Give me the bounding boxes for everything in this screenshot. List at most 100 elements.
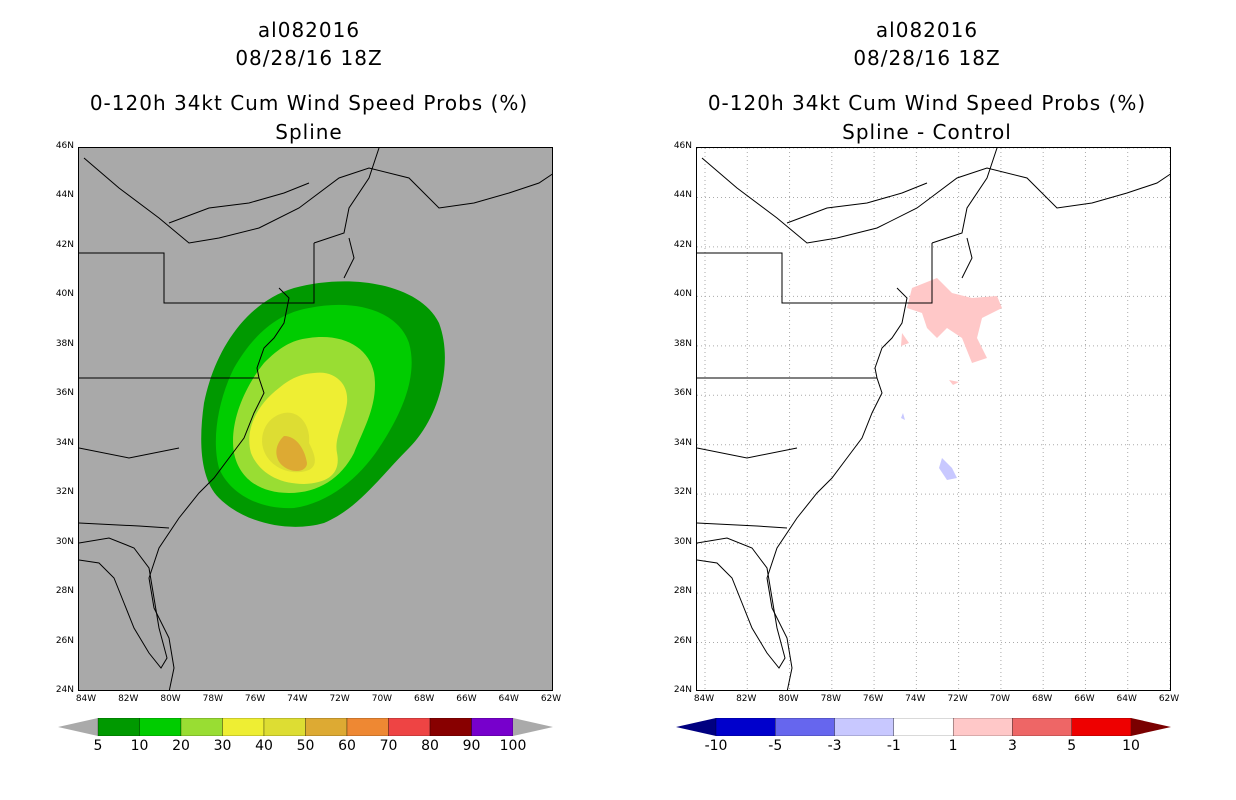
lon-tick-label: 62W: [1158, 694, 1180, 704]
lat-tick-label: 26N: [673, 635, 692, 646]
colorbar-segment: [346, 717, 389, 737]
colorbar-segment: [222, 717, 265, 737]
positive-diff-area: [907, 278, 1002, 363]
lat-tick-label: 46N: [673, 141, 692, 151]
lon-tick-label: 80W: [778, 694, 799, 704]
datetime-title: 08/28/16 18Z: [853, 46, 1001, 70]
colorbar-segment: [775, 717, 835, 737]
colorbar-segment: [893, 717, 954, 737]
lon-tick-label: 70W: [371, 694, 393, 704]
difference-map: [696, 147, 1171, 691]
lat-tick-label: 44N: [673, 190, 692, 201]
lat-tick-label: 24N: [673, 685, 692, 695]
lon-tick-label: 66W: [1074, 694, 1095, 704]
colorbar-segment: [139, 717, 182, 737]
lon-tick-label: 72W: [329, 694, 350, 704]
map-canvas: [79, 148, 552, 690]
lat-tick-label: 28N: [55, 586, 74, 597]
lon-tick-label: 64W: [498, 694, 519, 704]
colorbar: [676, 717, 1171, 737]
negative-diff-area: [939, 458, 957, 480]
left-panel: al082016 08/28/16 18Z 0-120h 34kt Cum Wi…: [55, 18, 561, 754]
colorbar-graphic: [58, 717, 553, 737]
colorbar-label: 30: [213, 738, 232, 754]
lon-tick-label: 74W: [905, 694, 926, 704]
colorbar-segment: [429, 717, 472, 737]
colorbar-segment: [263, 717, 306, 737]
lon-tick-label: 70W: [989, 694, 1011, 704]
colorbar-segment: [715, 717, 776, 737]
colorbar-label: 80: [421, 738, 439, 754]
lat-tick-label: 32N: [673, 487, 692, 498]
probability-map: [78, 147, 553, 691]
lon-tick-label: 76W: [862, 694, 884, 704]
lon-tick-label: 82W: [736, 694, 757, 704]
negative-diff-area-small: [901, 413, 905, 420]
colorbar-segment: [388, 717, 431, 737]
colorbar-label: -3: [827, 738, 842, 754]
lat-tick-label: 26N: [55, 635, 74, 646]
subtitle: Spline - Control: [842, 120, 1012, 144]
colorbar-segment: [305, 717, 348, 737]
colorbar-label: 1: [948, 738, 958, 754]
colorbar-end-triangle: [1131, 718, 1171, 736]
colorbar-label: 100: [499, 738, 527, 754]
lon-tick-label: 72W: [947, 694, 968, 704]
colorbar-segment: [97, 717, 140, 737]
colorbar-label: 20: [172, 738, 190, 754]
colorbar-segment: [471, 717, 514, 737]
lat-tick-label: 30N: [673, 536, 692, 547]
lon-tick-label: 68W: [413, 694, 435, 704]
lon-tick-label: 84W: [75, 694, 97, 704]
colorbar-label: 3: [1007, 738, 1017, 754]
probability-contours: [201, 281, 445, 527]
colorbar-label: 50: [296, 738, 315, 754]
colorbar-end-triangle: [513, 718, 553, 736]
colorbar-label: 60: [338, 738, 356, 754]
lat-tick-label: 30N: [55, 536, 74, 547]
lat-tick-label: 40N: [673, 289, 692, 300]
lat-tick-label: 46N: [55, 141, 74, 151]
coastlines: [697, 148, 1170, 690]
lon-tick-label: 84W: [693, 694, 715, 704]
product-title: 0-120h 34kt Cum Wind Speed Probs (%): [707, 91, 1147, 115]
lat-tick-label: 42N: [673, 239, 692, 250]
lon-tick-label: 76W: [244, 694, 266, 704]
colorbar-segment: [952, 717, 1013, 737]
lat-tick-label: 34N: [673, 437, 692, 448]
colorbar-start-triangle: [676, 718, 716, 736]
colorbar-label: 5: [93, 738, 103, 754]
colorbar-label: -10: [704, 738, 728, 754]
colorbar-label: 10: [1122, 738, 1140, 754]
lat-tick-label: 24N: [55, 685, 74, 695]
lat-tick-label: 36N: [673, 388, 692, 399]
lat-tick-label: 34N: [55, 437, 74, 448]
difference-areas: [901, 278, 1002, 480]
lat-tick-label: 36N: [55, 388, 74, 399]
colorbar-start-triangle: [58, 718, 98, 736]
lat-tick-label: 28N: [673, 586, 692, 597]
datetime-title: 08/28/16 18Z: [235, 46, 383, 70]
coastlines: [79, 148, 552, 690]
grid-lines: [697, 148, 1170, 690]
colorbar-label: 10: [130, 738, 149, 754]
colorbar-graphic: [676, 717, 1171, 737]
lat-tick-label: 42N: [55, 239, 74, 250]
positive-diff-area-small-2: [949, 380, 959, 385]
colorbar-label: -1: [886, 738, 901, 754]
colorbar-segment: [1071, 717, 1132, 737]
lat-tick-label: 44N: [55, 190, 74, 201]
colorbar-label: 5: [1067, 738, 1077, 754]
subtitle: Spline: [275, 120, 343, 144]
positive-diff-area-small: [901, 333, 909, 346]
contour-50: [276, 436, 307, 472]
colorbar-label: -5: [768, 738, 783, 754]
lon-tick-label: 64W: [1116, 694, 1137, 704]
lon-tick-label: 78W: [202, 694, 223, 704]
lat-tick-label: 40N: [55, 289, 74, 300]
lat-tick-label: 32N: [55, 487, 74, 498]
colorbar: [58, 717, 553, 737]
product-title: 0-120h 34kt Cum Wind Speed Probs (%): [89, 91, 529, 115]
lat-tick-label: 38N: [55, 338, 74, 349]
lon-tick-label: 80W: [160, 694, 181, 704]
